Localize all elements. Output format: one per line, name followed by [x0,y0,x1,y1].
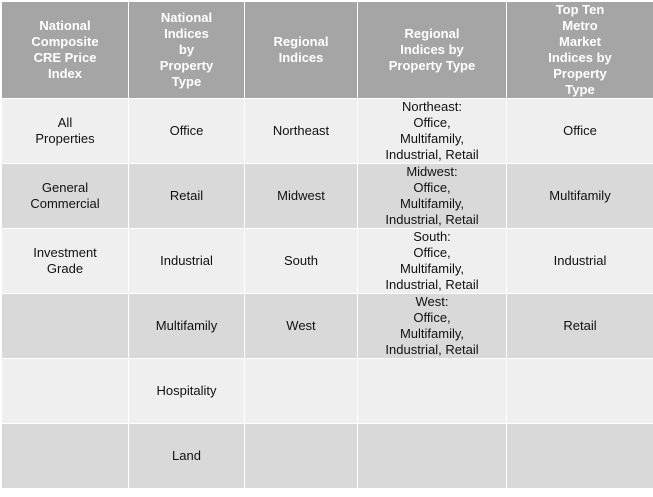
table-cell: South: Office, Multifamily, Industrial, … [358,229,507,294]
table-cell: West [245,294,358,359]
table-row: Investment Grade Industrial South South:… [2,229,653,294]
table-cell: Multifamily [507,164,653,229]
table-row: Multifamily West West: Office, Multifami… [2,294,653,359]
table-cell: Northeast [245,99,358,164]
table-cell [245,424,358,489]
table-cell: Hospitality [129,359,245,424]
table-cell: Office [507,99,653,164]
table-cell: Industrial [507,229,653,294]
table-cell [2,359,129,424]
table-cell [507,359,653,424]
table-cell [245,359,358,424]
table-cell [507,424,653,489]
header-regional-by-property-type: Regional Indices by Property Type [358,2,507,99]
table-cell: Retail [507,294,653,359]
table-cell: Multifamily [129,294,245,359]
table-row: All Properties Office Northeast Northeas… [2,99,653,164]
table-cell: Industrial [129,229,245,294]
table-cell [2,294,129,359]
table-cell: All Properties [2,99,129,164]
table-cell: Office [129,99,245,164]
table-cell: General Commercial [2,164,129,229]
table-cell: South [245,229,358,294]
table-cell: Land [129,424,245,489]
table-row: Land [2,424,653,489]
table-cell: Retail [129,164,245,229]
table-cell: Northeast: Office, Multifamily, Industri… [358,99,507,164]
header-top-ten-metro: Top Ten Metro Market Indices by Property… [507,2,653,99]
header-national-by-property-type: National Indices by Property Type [129,2,245,99]
table-cell: Midwest: Office, Multifamily, Industrial… [358,164,507,229]
table-cell: Investment Grade [2,229,129,294]
table-cell [358,424,507,489]
header-national-composite: National Composite CRE Price Index [2,2,129,99]
table-cell: West: Office, Multifamily, Industrial, R… [358,294,507,359]
table-row: General Commercial Retail Midwest Midwes… [2,164,653,229]
table-cell [358,359,507,424]
header-regional-indices: Regional Indices [245,2,358,99]
table-cell [2,424,129,489]
table-row: Hospitality [2,359,653,424]
table-cell: Midwest [245,164,358,229]
header-row: National Composite CRE Price Index Natio… [2,2,653,99]
